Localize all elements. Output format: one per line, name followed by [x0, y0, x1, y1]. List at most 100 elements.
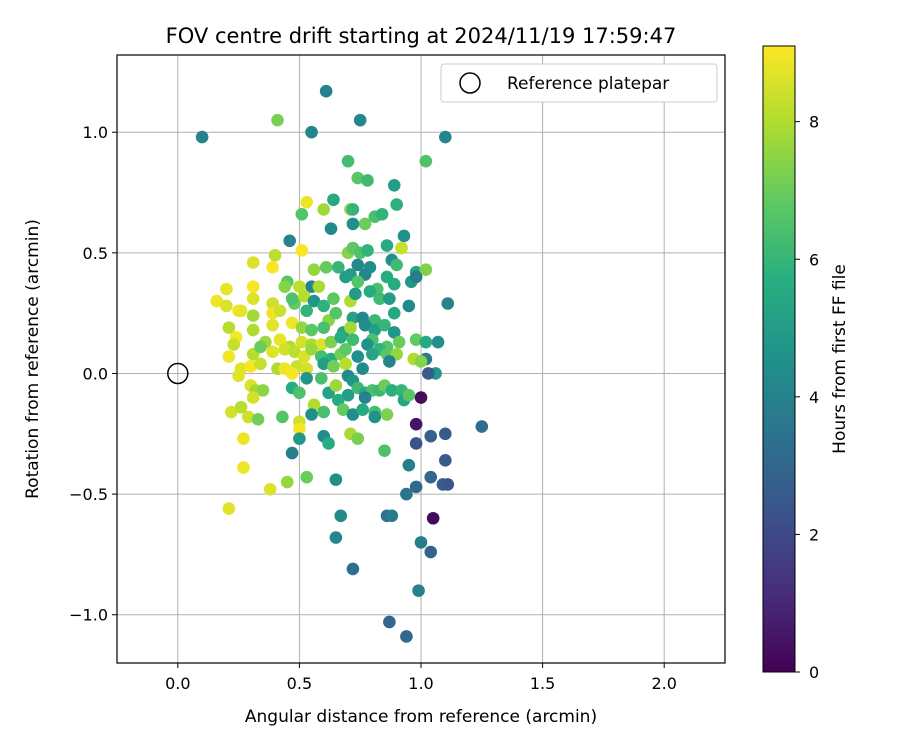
data-point — [346, 311, 360, 325]
data-point — [475, 420, 489, 433]
data-point — [246, 256, 260, 269]
data-point — [332, 393, 345, 407]
data-point — [295, 207, 309, 221]
data-point — [329, 379, 343, 392]
data-point — [254, 340, 267, 354]
data-point — [300, 372, 313, 385]
data-point — [305, 125, 318, 139]
data-point — [375, 207, 389, 221]
data-point — [222, 502, 236, 515]
data-point — [339, 343, 352, 356]
data-point — [414, 355, 428, 368]
data-point — [351, 432, 365, 445]
y-tick-label: −1.0 — [69, 606, 108, 625]
data-point — [293, 280, 306, 293]
data-point — [409, 270, 423, 284]
data-point — [409, 437, 423, 450]
data-point — [278, 280, 292, 293]
data-point — [225, 405, 238, 419]
data-point — [351, 171, 365, 185]
data-point — [419, 154, 433, 168]
data-point — [356, 403, 369, 416]
data-point — [324, 335, 338, 349]
y-axis-ticks: −1.0 −0.5 0.0 0.5 1.0 — [69, 123, 117, 625]
data-point — [387, 277, 401, 291]
data-point — [263, 482, 277, 496]
data-point — [424, 545, 438, 559]
data-point — [344, 321, 357, 334]
data-point — [390, 258, 403, 272]
colorbar-ticks: 0 2 4 6 8 — [795, 113, 819, 682]
data-point — [285, 316, 299, 330]
data-point — [234, 400, 248, 414]
data-points — [195, 84, 489, 643]
x-tick-label: 1.5 — [530, 674, 555, 693]
x-tick-label: 0.5 — [287, 674, 312, 693]
data-point — [346, 562, 360, 576]
data-point — [378, 444, 391, 457]
data-point — [295, 244, 309, 257]
data-point — [383, 292, 396, 305]
data-point — [314, 372, 328, 385]
data-point — [273, 304, 287, 318]
colorbar-tick-label: 6 — [809, 250, 819, 269]
colorbar-tick-label: 4 — [809, 388, 819, 407]
data-point — [409, 480, 423, 494]
data-point — [368, 323, 382, 337]
data-point — [220, 299, 233, 313]
data-point — [288, 345, 301, 359]
data-point — [268, 248, 282, 262]
data-point — [339, 270, 352, 284]
data-point — [334, 509, 348, 523]
colorbar-tick-label: 8 — [809, 113, 819, 132]
data-point — [246, 292, 260, 305]
legend-entry-label: Reference platepar — [507, 74, 669, 94]
data-point — [402, 388, 416, 402]
data-point — [293, 386, 306, 400]
data-point — [380, 408, 394, 421]
data-point — [317, 299, 331, 313]
x-axis-ticks: 0.0 0.5 1.0 1.5 2.0 — [165, 663, 677, 693]
data-point — [397, 229, 411, 243]
data-point — [424, 470, 438, 484]
data-point — [300, 362, 313, 375]
data-point — [368, 314, 382, 327]
data-point — [366, 347, 379, 361]
data-point — [246, 309, 260, 322]
data-point — [329, 531, 343, 544]
data-point — [327, 359, 340, 373]
y-tick-label: −0.5 — [69, 485, 108, 504]
legend-box — [440, 63, 718, 103]
data-point — [317, 357, 331, 371]
data-point — [307, 398, 321, 412]
data-point — [237, 432, 250, 445]
data-point — [232, 369, 245, 383]
data-point — [297, 289, 311, 303]
data-point — [246, 391, 260, 404]
data-point — [400, 630, 413, 643]
data-point — [307, 294, 321, 308]
data-point — [358, 391, 372, 404]
data-point — [409, 333, 423, 346]
data-point — [295, 335, 309, 349]
data-point — [319, 84, 333, 98]
data-point — [356, 362, 369, 375]
data-point — [409, 417, 423, 431]
data-point — [317, 321, 331, 334]
colorbar-tick-label: 2 — [809, 525, 819, 544]
y-tick-label: 0.0 — [83, 364, 108, 383]
data-point — [402, 299, 416, 313]
data-point — [380, 239, 394, 252]
data-point — [383, 615, 396, 629]
data-point — [383, 355, 396, 368]
reference-platepar-marker — [167, 362, 189, 385]
colorbar-gradient — [762, 45, 796, 673]
data-point — [385, 384, 399, 397]
data-point — [431, 335, 445, 349]
data-point — [378, 318, 391, 332]
data-point — [305, 323, 318, 337]
y-tick-label: 0.5 — [83, 244, 108, 263]
data-point — [237, 461, 250, 474]
data-point — [285, 446, 299, 460]
